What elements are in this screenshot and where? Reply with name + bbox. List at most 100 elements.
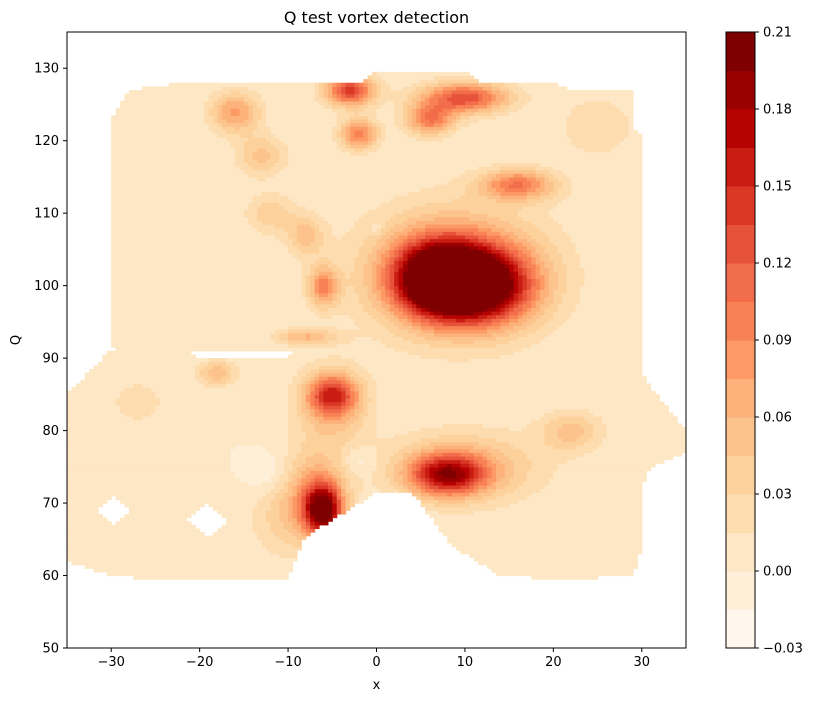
contour-cell [442, 321, 479, 327]
contour-cell [495, 187, 506, 193]
contour-cell [208, 358, 227, 363]
contour-cell [314, 499, 333, 504]
contour-cell [310, 285, 316, 290]
contour-cell [305, 205, 378, 211]
contour-cell [376, 397, 661, 403]
contour-cell [221, 115, 249, 120]
contour-cell [257, 176, 267, 182]
contour-cell [495, 307, 501, 312]
contour-cell [336, 303, 364, 308]
contour-cell [292, 376, 302, 381]
contour-cell [509, 86, 523, 91]
contour-cell [389, 271, 395, 276]
contour-cell [557, 307, 577, 312]
contour-cell [526, 238, 537, 243]
contour-cell [341, 506, 347, 511]
contour-cell [451, 340, 475, 345]
contour-cell [433, 474, 444, 479]
contour-cell [67, 492, 267, 497]
contour-cell [305, 513, 311, 519]
contour-cell [292, 510, 298, 515]
contour-cell [314, 394, 320, 399]
contour-cell [310, 332, 325, 337]
contour-cell [288, 437, 307, 443]
contour-cell [358, 401, 364, 406]
contour-cell [535, 296, 541, 301]
contour-cell [363, 383, 369, 388]
contour-cell [376, 278, 382, 283]
contour-cell [420, 481, 426, 486]
contour-cell [230, 455, 276, 461]
contour-cell [67, 408, 121, 414]
contour-cell [526, 176, 537, 182]
contour-cell [345, 488, 355, 493]
contour-cell [447, 535, 643, 540]
contour-cell [230, 144, 245, 149]
contour-cell [548, 419, 590, 424]
contour-cell [345, 506, 351, 511]
contour-cell [257, 532, 276, 537]
contour-cell [327, 354, 342, 359]
contour-cell [252, 506, 271, 511]
colorbar-band [726, 186, 755, 225]
contour-cell [606, 434, 686, 439]
contour-cell [358, 397, 364, 403]
contour-cell [124, 93, 210, 98]
contour-cell [296, 401, 302, 406]
contour-cell [283, 492, 294, 497]
contour-cell [526, 452, 585, 457]
contour-cell [482, 242, 493, 247]
contour-cell [394, 347, 524, 352]
contour-cell [349, 394, 355, 399]
contour-cell [372, 118, 382, 124]
contour-cell [305, 405, 311, 410]
contour-cell [433, 503, 470, 508]
contour-cell [336, 140, 342, 145]
contour-cell [403, 452, 413, 457]
contour-cell [482, 470, 488, 475]
contour-cell [314, 521, 320, 526]
contour-cell [128, 510, 196, 515]
contour-cell [261, 115, 267, 120]
contour-cell [389, 292, 395, 298]
contour-cell [67, 535, 258, 540]
contour-cell [226, 361, 236, 366]
contour-cell [332, 481, 338, 486]
contour-cell [376, 93, 382, 98]
contour-cell [341, 459, 347, 464]
contour-cell [314, 300, 333, 305]
contour-cell [548, 169, 563, 174]
contour-cell [111, 173, 249, 178]
contour-cell [195, 365, 205, 370]
contour-cell [208, 126, 223, 131]
contour-cell [67, 506, 99, 511]
contour-cell [279, 499, 289, 504]
contour-cell [310, 408, 316, 414]
contour-cell [111, 249, 289, 254]
contour-cell [526, 300, 532, 305]
contour-cell [513, 180, 523, 185]
contour-cell [345, 140, 351, 145]
contour-cell [301, 419, 311, 424]
contour-cell [111, 311, 316, 316]
contour-cell [363, 263, 373, 269]
contour-cell [111, 198, 254, 203]
contour-cell [274, 455, 285, 461]
contour-cell [385, 79, 422, 84]
contour-cell [407, 477, 413, 482]
contour-cell [482, 474, 488, 479]
contour-cell [403, 260, 409, 265]
contour-cell [142, 383, 205, 388]
contour-cell [504, 227, 524, 232]
contour-cell [235, 445, 263, 450]
contour-cell [296, 234, 316, 240]
contour-cell [310, 387, 316, 392]
contour-cell [341, 140, 347, 145]
contour-cell [358, 361, 643, 366]
contour-cell [469, 481, 475, 486]
contour-cell [420, 115, 426, 120]
contour-cell [517, 209, 550, 214]
contour-cell [261, 111, 267, 116]
contour-cell [531, 97, 634, 102]
contour-cell [407, 303, 413, 308]
